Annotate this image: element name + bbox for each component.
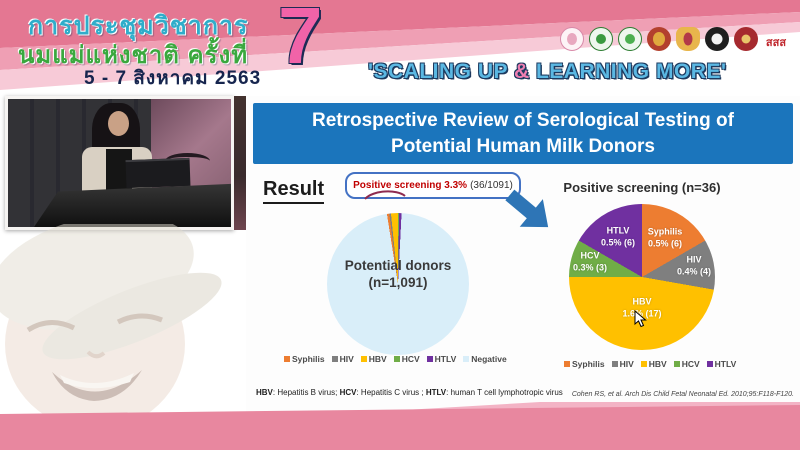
blue-arrow-icon (505, 189, 549, 228)
result-heading: Result (263, 178, 325, 204)
red-crest-logo (734, 27, 758, 51)
left-pie-label-line1: Potential donors (344, 258, 452, 273)
thaihealth-ssss-logo: สสส (765, 37, 787, 49)
legend-item: Negative (463, 354, 507, 364)
conference-title-line1: การประชุมวิชาการ (28, 12, 249, 40)
positive-screening-pie-chart: Syphilis 0.5% (6) HIV 0.4% (4) HBV 1.6% (17… (569, 204, 715, 350)
left-pie-label-line2: (n=1,091) (368, 274, 428, 290)
baby-photo-background (0, 224, 222, 416)
legend-item: HTLV (706, 359, 736, 369)
stage-background-strip (234, 96, 246, 230)
slogan-part2: LEARNING MORE' (529, 60, 727, 83)
legend-item: HCV (673, 359, 700, 369)
red-gold-emblem-logo (647, 27, 671, 51)
sponsor-logos-row: สสส (560, 27, 789, 51)
slide-title: Retrospective Review of Serological Test… (253, 103, 793, 164)
legend-item: HTLV (426, 354, 456, 364)
legend-item: HBV (640, 359, 667, 369)
black-academic-seal-logo (705, 27, 729, 51)
positive-screening-callout: Positive screening 3.3% (36/1091) (345, 172, 521, 199)
edition-number: 7 (278, 0, 323, 80)
abbreviation-footnote: HBV: Hepatitis B virus; HCV: Hepatitis C… (256, 388, 563, 397)
callout-detail: (36/1091) (470, 180, 513, 191)
left-pie-legend: Syphilis HIV HBV HCV HTLV Negative (284, 354, 507, 364)
left-pie-center-label: Potential donors (n=1,091) (301, 258, 495, 292)
presenter-webcam (5, 96, 234, 230)
bottom-pink-band (0, 402, 800, 450)
right-pie-title: Positive screening (n=36) (563, 180, 721, 195)
legend-item: HIV (611, 359, 634, 369)
green-medical-seal-logo-2 (618, 27, 642, 51)
header-pink-stripes (0, 0, 800, 90)
conference-dates: 5 - 7 สิงหาคม 2563 (84, 68, 262, 89)
slice-label-htlv: HTLV 0.5% (6) (600, 225, 636, 247)
potential-donors-pie-chart (327, 213, 469, 355)
mouse-cursor-icon (634, 310, 647, 328)
legend-item: HCV (393, 354, 420, 364)
royal-crest-logo (676, 27, 700, 51)
conference-header: การประชุมวิชาการ นมแม่แห่งชาติ ครั้งที่ … (0, 0, 800, 100)
conference-title-line2: นมแม่แห่งชาติ ครั้งที่ (18, 42, 249, 69)
callout-bracket (364, 190, 406, 200)
presenter-face (108, 111, 129, 136)
legend-item: Syphilis (284, 354, 325, 364)
green-medical-seal-logo-1 (589, 27, 613, 51)
mother-child-logo (560, 27, 584, 51)
slice-label-hiv: HIV 0.4% (4) (676, 254, 712, 276)
callout-highlight: Positive screening 3.3% (353, 180, 468, 191)
conference-slogan: 'SCALING UP & LEARNING MORE' (368, 60, 798, 84)
projected-baby-eye (165, 152, 211, 169)
legend-item: HIV (331, 354, 354, 364)
legend-item: HBV (360, 354, 387, 364)
presentation-slide: Retrospective Review of Serological Test… (246, 96, 800, 415)
reference-citation: Cohen RS, et al. Arch Dis Child Fetal Ne… (571, 391, 794, 398)
legend-item: Syphilis (564, 359, 605, 369)
presenter-video (8, 99, 231, 227)
laptop (125, 157, 191, 189)
slogan-part1: 'SCALING UP (368, 60, 514, 83)
slice-label-syphilis: Syphilis 0.5% (6) (647, 226, 683, 248)
right-pie-legend: Syphilis HIV HBV HCV HTLV (564, 359, 736, 369)
slice-label-hbv: HBV 1.6% (17) (622, 296, 662, 318)
slogan-ampersand: & (513, 60, 530, 83)
slice-label-hcv: HCV 0.3% (3) (572, 250, 608, 272)
